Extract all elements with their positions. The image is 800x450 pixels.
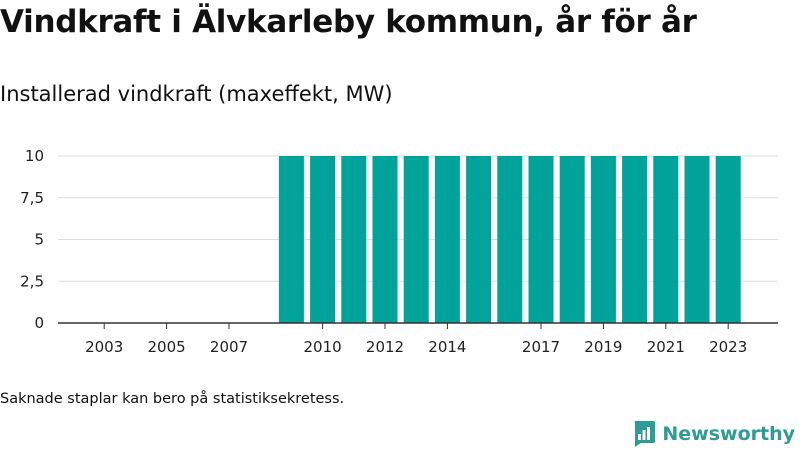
x-tick-label: 2014 <box>428 338 466 356</box>
bar-2022 <box>684 156 710 323</box>
y-tick-label: 10 <box>25 147 44 165</box>
newsworthy-logo: Newsworthy <box>632 420 795 448</box>
x-tick-label: 2017 <box>522 338 560 356</box>
x-ticks: 2003 2005 2007 2010 2012 2014 2017 2019 2021 2023 <box>85 323 747 356</box>
bar-2021 <box>653 156 679 323</box>
bar-2013 <box>403 156 429 323</box>
y-tick-label: 2,5 <box>20 272 44 290</box>
bar-2014 <box>434 156 460 323</box>
x-tick-label: 2003 <box>85 338 123 356</box>
bar-2019 <box>590 156 616 323</box>
x-tick-label: 2019 <box>584 338 622 356</box>
bar-2015 <box>466 156 492 323</box>
x-tick-label: 2010 <box>304 338 342 356</box>
chart-subtitle: Installerad vindkraft (maxeffekt, MW) <box>0 82 393 106</box>
bar-chart-speech-bubble-icon <box>635 421 656 447</box>
chart-title: Vindkraft i Älvkarleby kommun, år för år <box>0 4 697 40</box>
bar-2016 <box>497 156 523 323</box>
bar-2012 <box>372 156 398 323</box>
bar-2011 <box>341 156 367 323</box>
bar-2017 <box>528 156 554 323</box>
x-tick-label: 2012 <box>366 338 404 356</box>
x-tick-label: 2021 <box>647 338 685 356</box>
bar-2020 <box>622 156 648 323</box>
bar-chart: 02,557,510 2003 2005 2007 2010 2012 2014 2017 2… <box>20 147 778 356</box>
x-tick-label: 2007 <box>210 338 248 356</box>
x-tick-label: 2023 <box>709 338 747 356</box>
bars <box>278 156 741 323</box>
x-tick-label: 2005 <box>148 338 186 356</box>
bar-2023 <box>715 156 741 323</box>
y-tick-label: 5 <box>34 231 44 249</box>
brand-name: Newsworthy <box>662 423 795 445</box>
footnote: Saknade staplar kan bero på statistiksek… <box>0 391 345 407</box>
bar-2018 <box>559 156 585 323</box>
bar-2009 <box>278 156 304 323</box>
y-tick-label: 7,5 <box>20 189 44 207</box>
y-tick-label: 0 <box>34 314 44 332</box>
bar-2010 <box>310 156 336 323</box>
y-tick-labels: 0 2,5 5 7,5 10 <box>20 147 44 332</box>
